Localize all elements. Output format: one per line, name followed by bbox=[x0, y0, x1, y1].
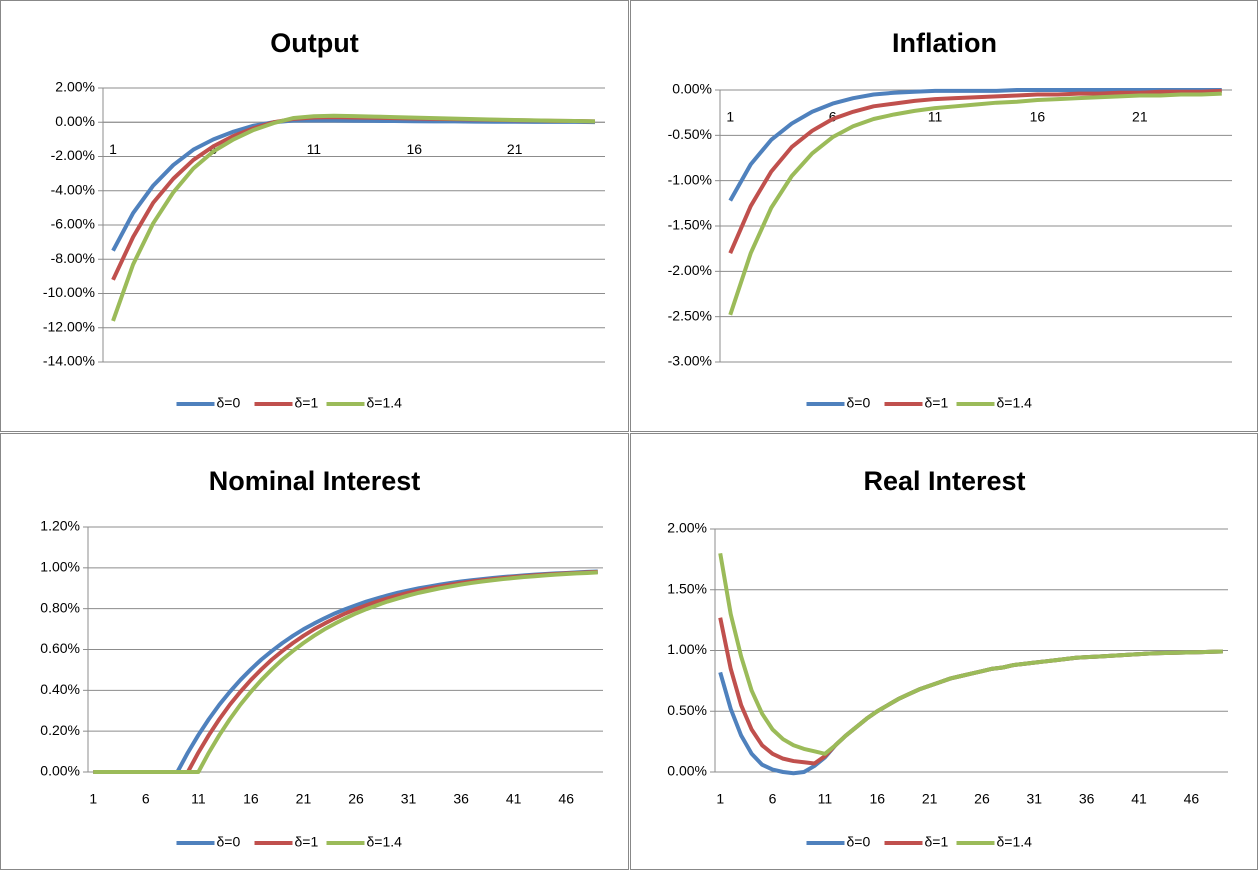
y-tick-label: 0.00% bbox=[55, 113, 95, 129]
y-tick-label: -10.00% bbox=[43, 284, 95, 300]
y-tick-label: 0.40% bbox=[40, 681, 80, 697]
y-tick-label: -14.00% bbox=[43, 353, 95, 369]
x-tick-label: 36 bbox=[1079, 791, 1095, 807]
y-tick-label: -1.00% bbox=[668, 171, 712, 187]
x-tick-label: 46 bbox=[1184, 791, 1200, 807]
y-tick-label: 0.60% bbox=[40, 640, 80, 656]
chart-title: Real Interest bbox=[863, 466, 1025, 496]
chart-panel: Inflation -3.00% -2.50% -2.00% -1.50% -1.00% -… bbox=[668, 28, 1232, 411]
legend-label: δ=1.4 bbox=[367, 395, 403, 411]
y-tick-label: 0.50% bbox=[667, 702, 707, 718]
x-tick-label: 21 bbox=[507, 141, 523, 157]
x-tick-label: 26 bbox=[974, 791, 990, 807]
x-tick-label: 46 bbox=[558, 791, 574, 807]
y-tick-label: -2.00% bbox=[51, 147, 95, 163]
x-tick-label: 21 bbox=[296, 791, 312, 807]
chart-title: Inflation bbox=[892, 28, 997, 58]
x-tick-label: 1 bbox=[109, 141, 117, 157]
legend-label: δ=1 bbox=[925, 395, 949, 411]
y-tick-label: -12.00% bbox=[43, 318, 95, 334]
y-tick-label: 1.00% bbox=[667, 641, 707, 657]
x-tick-label: 31 bbox=[1027, 791, 1043, 807]
legend-label: δ=1 bbox=[295, 395, 319, 411]
x-tick-label: 11 bbox=[307, 141, 322, 157]
y-tick-label: -2.00% bbox=[668, 262, 712, 278]
legend-label: δ=1.4 bbox=[367, 834, 403, 850]
y-tick-label: 0.00% bbox=[667, 763, 707, 779]
x-tick-label: 21 bbox=[922, 791, 938, 807]
legend-label: δ=1.4 bbox=[997, 834, 1033, 850]
chart-title: Output bbox=[270, 28, 358, 58]
y-tick-label: -2.50% bbox=[668, 307, 712, 323]
x-tick-label: 41 bbox=[506, 791, 522, 807]
x-tick-label: 16 bbox=[869, 791, 885, 807]
x-tick-label: 16 bbox=[243, 791, 259, 807]
x-tick-label: 6 bbox=[142, 791, 150, 807]
panel-frame bbox=[0, 0, 629, 432]
y-tick-label: -3.00% bbox=[668, 353, 712, 369]
x-tick-label: 16 bbox=[1030, 109, 1046, 125]
x-tick-label: 21 bbox=[1132, 109, 1148, 125]
y-tick-label: -0.50% bbox=[668, 126, 712, 142]
chart-panel: Nominal Interest 0.00% 0.20% 0.40% 0.60% 0.80… bbox=[40, 466, 603, 850]
series-line bbox=[728, 88, 1222, 202]
x-tick-label: 6 bbox=[769, 791, 777, 807]
x-tick-label: 1 bbox=[89, 791, 97, 807]
x-tick-label: 26 bbox=[348, 791, 364, 807]
series-line bbox=[111, 113, 595, 322]
x-tick-label: 36 bbox=[453, 791, 469, 807]
panel-frame bbox=[630, 0, 1258, 432]
y-tick-label: -4.00% bbox=[51, 181, 95, 197]
y-tick-label: 0.00% bbox=[672, 81, 712, 97]
y-tick-label: 1.20% bbox=[40, 518, 80, 534]
legend-label: δ=0 bbox=[847, 395, 871, 411]
series-line bbox=[728, 91, 1222, 316]
x-tick-label: 1 bbox=[726, 109, 734, 125]
legend-label: δ=1 bbox=[295, 834, 319, 850]
y-tick-label: -6.00% bbox=[51, 216, 95, 232]
y-tick-label: 0.20% bbox=[40, 722, 80, 738]
x-tick-label: 1 bbox=[716, 791, 724, 807]
legend-label: δ=0 bbox=[217, 834, 241, 850]
legend-label: δ=1 bbox=[925, 834, 949, 850]
x-tick-label: 6 bbox=[829, 109, 837, 125]
chart-title: Nominal Interest bbox=[209, 466, 421, 496]
y-tick-label: 0.80% bbox=[40, 599, 80, 615]
y-tick-label: -8.00% bbox=[51, 250, 95, 266]
legend-label: δ=0 bbox=[217, 395, 241, 411]
x-tick-label: 11 bbox=[191, 791, 206, 807]
y-tick-label: 1.00% bbox=[40, 559, 80, 575]
y-tick-label: -1.50% bbox=[668, 217, 712, 233]
chart-panel: Output -14.00% -12.00% -10.00% -8.00% -6.00% -… bbox=[43, 28, 605, 411]
panel-frame bbox=[0, 433, 629, 870]
legend-label: δ=0 bbox=[847, 834, 871, 850]
x-tick-label: 6 bbox=[210, 141, 218, 157]
x-tick-label: 11 bbox=[818, 791, 833, 807]
y-tick-label: 2.00% bbox=[667, 520, 707, 536]
legend-label: δ=1.4 bbox=[997, 395, 1033, 411]
x-tick-label: 31 bbox=[401, 791, 417, 807]
y-tick-label: 0.00% bbox=[40, 763, 80, 779]
x-tick-label: 41 bbox=[1131, 791, 1147, 807]
y-tick-label: 1.50% bbox=[667, 580, 707, 596]
x-tick-label: 16 bbox=[406, 141, 422, 157]
y-tick-label: 2.00% bbox=[55, 79, 95, 95]
x-tick-label: 11 bbox=[928, 109, 943, 125]
series-line bbox=[728, 88, 1222, 254]
series-line bbox=[718, 552, 1223, 756]
series-line bbox=[93, 570, 598, 774]
